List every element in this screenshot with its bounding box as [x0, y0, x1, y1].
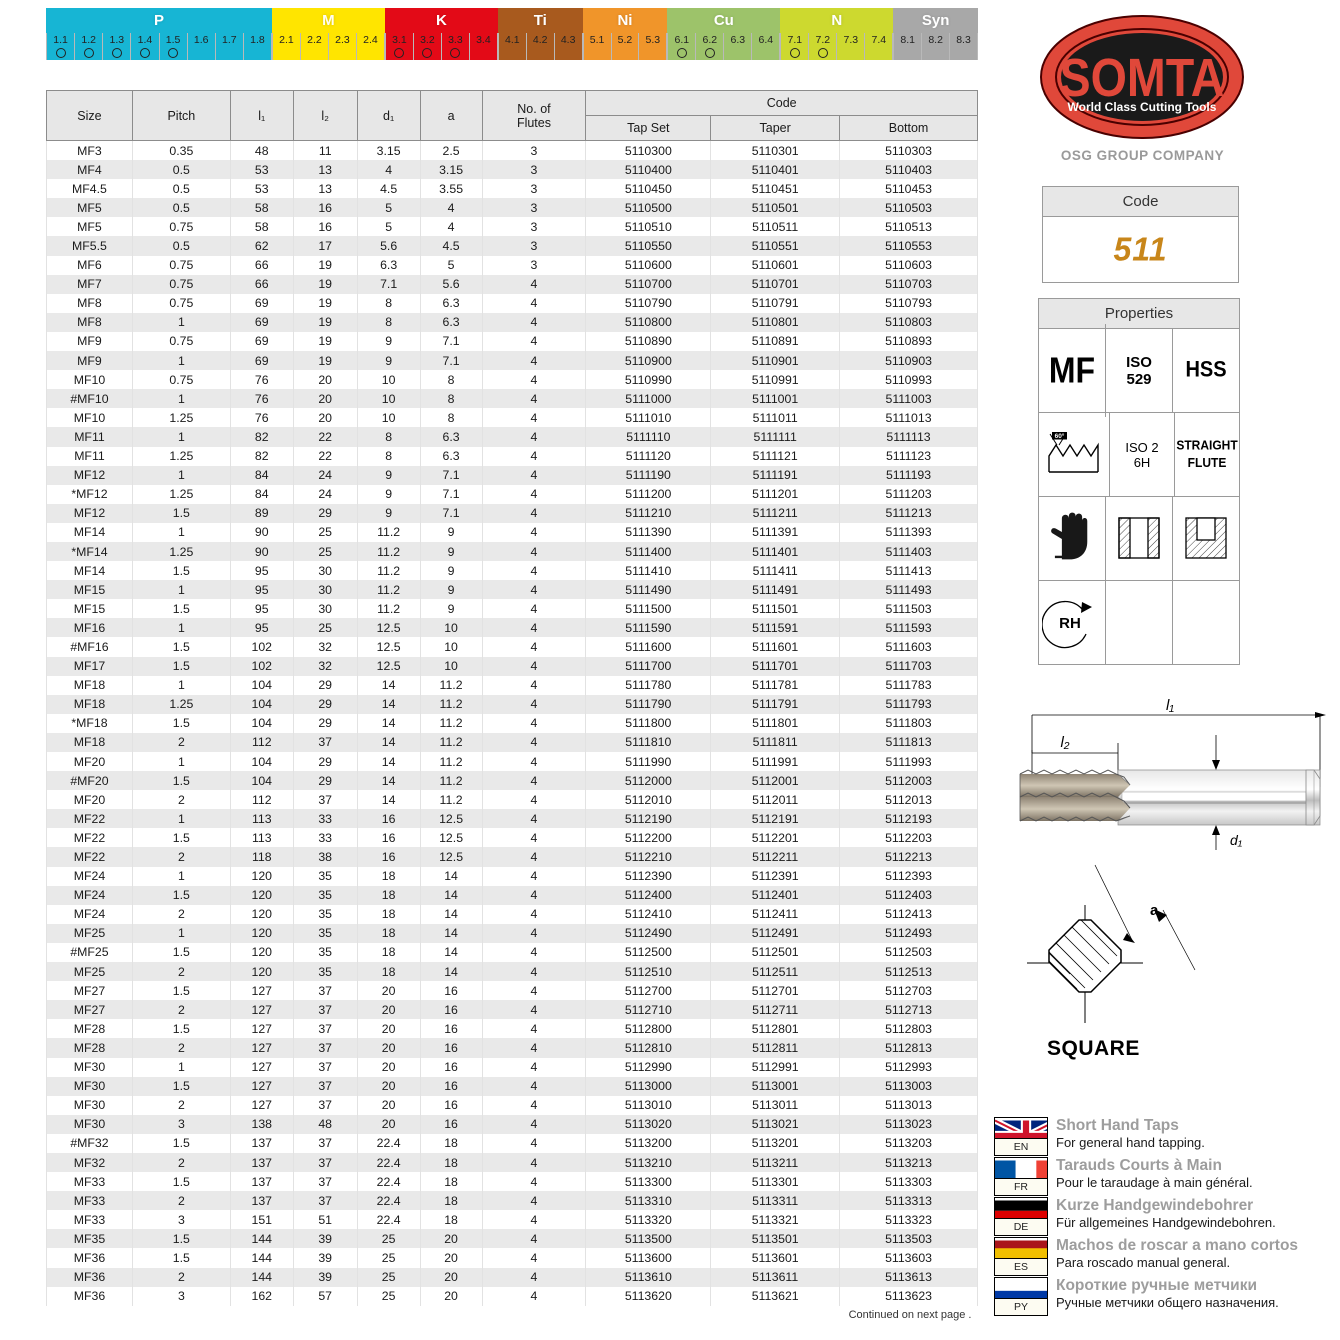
svg-text:World Class Cutting Tools: World Class Cutting Tools [1068, 100, 1217, 114]
svg-text:SOMTA: SOMTA [1060, 48, 1225, 108]
svg-text:60°: 60° [1055, 432, 1065, 440]
svg-text:l₁: l₁ [1166, 697, 1174, 714]
svg-text:l₂: l₂ [1060, 734, 1069, 751]
svg-text:RH: RH [1059, 615, 1081, 632]
svg-text:SQUARE: SQUARE [1047, 1037, 1140, 1060]
svg-text:d₁: d₁ [1230, 832, 1243, 848]
